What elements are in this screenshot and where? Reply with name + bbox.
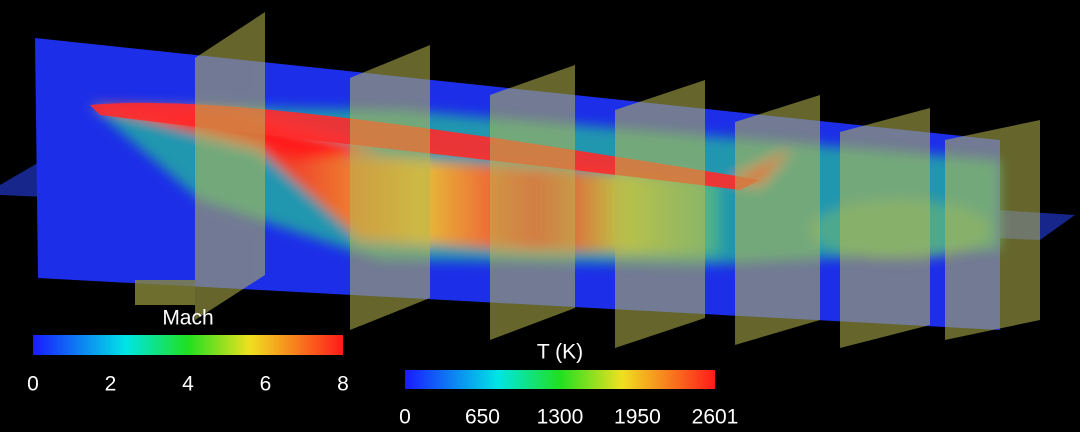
colorbar-tick-label: 8: [337, 373, 349, 396]
colorbar-tick-label: 1300: [537, 406, 584, 429]
colorbar-tick-label: 650: [465, 406, 500, 429]
slice-base: [135, 280, 195, 305]
mach-colorbar: [33, 335, 343, 355]
colorbar-tick-label: 6: [260, 373, 272, 396]
colorbar-tick-label: 1950: [614, 406, 661, 429]
temperature-colorbar: [405, 370, 715, 389]
colorbar-tick-label: 0: [27, 373, 39, 396]
colorbar-tick-label: 4: [182, 373, 194, 396]
colorbar-tick-label: 2601: [692, 406, 739, 429]
temperature-colorbar-title: T (K): [537, 341, 583, 364]
colorbar-tick-label: 2: [105, 373, 117, 396]
colorbar-tick-label: 0: [399, 406, 411, 429]
slice-planes: [195, 12, 1040, 348]
mach-colorbar-title: Mach: [162, 307, 213, 330]
